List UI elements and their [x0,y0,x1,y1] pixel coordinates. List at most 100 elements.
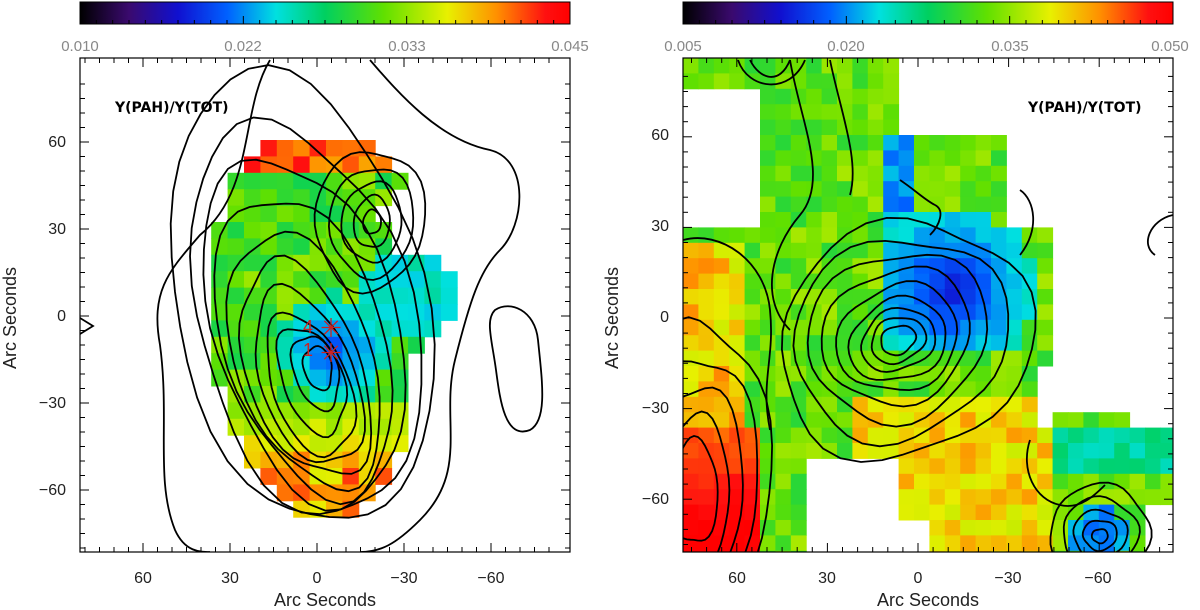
heatmap-cell [883,212,900,228]
heatmap-cell [944,550,961,552]
heatmap-cell [991,381,1007,398]
heatmap-cell [698,227,715,244]
heatmap-cell [852,73,869,90]
heatmap-cell [867,366,884,382]
heatmap-cell [867,227,884,244]
heatmap-cell [790,412,807,429]
left-xtick-m30: −30 [390,570,417,587]
heatmap-cell [1052,550,1069,552]
heatmap-cell [975,535,992,552]
heatmap-cell [276,140,294,157]
heatmap-cell [790,273,807,290]
right-colorbar-ticks [682,16,1174,24]
heatmap-cell [1145,458,1161,475]
contour-line [489,305,544,433]
heatmap-cell [1129,520,1146,536]
heatmap-cell [760,458,776,475]
heatmap-cell [929,535,946,552]
heatmap-cell [227,189,245,207]
heatmap-cell [852,196,869,213]
heatmap-cell [1052,489,1069,506]
heatmap-cell [1098,458,1115,475]
heatmap-cell [867,58,884,74]
heatmap-cell [342,271,360,289]
heatmap-cell [790,319,807,336]
heatmap-cell [991,396,1007,413]
contour-line [835,280,959,392]
heatmap-cell [852,58,869,74]
heatmap-cell [975,396,992,413]
heatmap-cell [806,181,823,198]
heatmap-cell [1037,520,1054,536]
heatmap-cell [775,396,792,413]
heatmap-cell [760,427,776,444]
heatmap-cell [883,88,900,105]
heatmap-cell [1037,535,1054,552]
heatmap-cell [698,473,715,490]
heatmap-cell [991,227,1007,244]
heatmap-cell [1006,366,1023,382]
heatmap-cell [760,242,776,259]
contour-line [225,230,381,493]
heatmap-cell [391,304,409,321]
heatmap-cell [852,165,869,182]
contour-line [683,237,772,431]
contour-line [683,434,719,542]
heatmap-cell [929,396,946,413]
heatmap-cell [744,473,761,490]
heatmap-cell [775,135,792,151]
heatmap-cell [683,227,699,244]
heatmap-cell [837,104,853,121]
heatmap-cell [760,104,776,121]
heatmap-cell [375,287,393,305]
heatmap-cell [1052,473,1069,490]
heatmap-cell [1068,412,1084,429]
heatmap-cell [944,489,961,506]
heatmap-cell [1129,550,1146,552]
heatmap-cell [391,402,409,420]
heatmap-cell [821,165,838,182]
heatmap-cell [944,150,961,167]
heatmap-cell [293,271,311,289]
heatmap-cell [775,381,792,398]
heatmap-cell [375,353,393,371]
right-xaxis-title: Arc Seconds [877,590,979,610]
heatmap-cell [309,140,327,157]
heatmap-cell [260,254,278,272]
heatmap-cell [260,287,278,305]
heatmap-cell [837,443,853,459]
contour-line [1049,481,1153,552]
heatmap-cell [775,458,792,475]
heatmap-cell [760,504,776,521]
heatmap-cell [683,473,699,490]
heatmap-cell [276,386,294,403]
heatmap-cell [975,150,992,167]
heatmap-cell [775,181,792,198]
heatmap-cell [683,520,699,536]
heatmap-cell [806,335,823,352]
heatmap-cell [929,443,946,459]
heatmap-cell [975,135,992,151]
heatmap-cell [867,104,884,121]
heatmap-cell [358,205,376,223]
contour-line [1062,495,1141,552]
heatmap-cell [852,335,869,352]
contour-line [870,317,928,366]
heatmap-cell [698,73,715,90]
heatmap-cell [713,550,730,552]
heatmap-cell [898,135,915,151]
heatmap-cell [424,271,442,289]
heatmap-cell [309,369,327,387]
heatmap-cell [1021,427,1038,444]
heatmap-cell [867,304,884,321]
heatmap-cell [358,304,376,321]
heatmap-cell [775,104,792,121]
heatmap-cell [1006,258,1023,275]
heatmap-cell [975,427,992,444]
heatmap-cell [775,196,792,213]
heatmap-cell [837,273,853,290]
heatmap-cell [744,319,761,336]
heatmap-cell [775,119,792,136]
heatmap-cell [1037,319,1054,336]
left-colorbar-ticks [79,16,571,24]
